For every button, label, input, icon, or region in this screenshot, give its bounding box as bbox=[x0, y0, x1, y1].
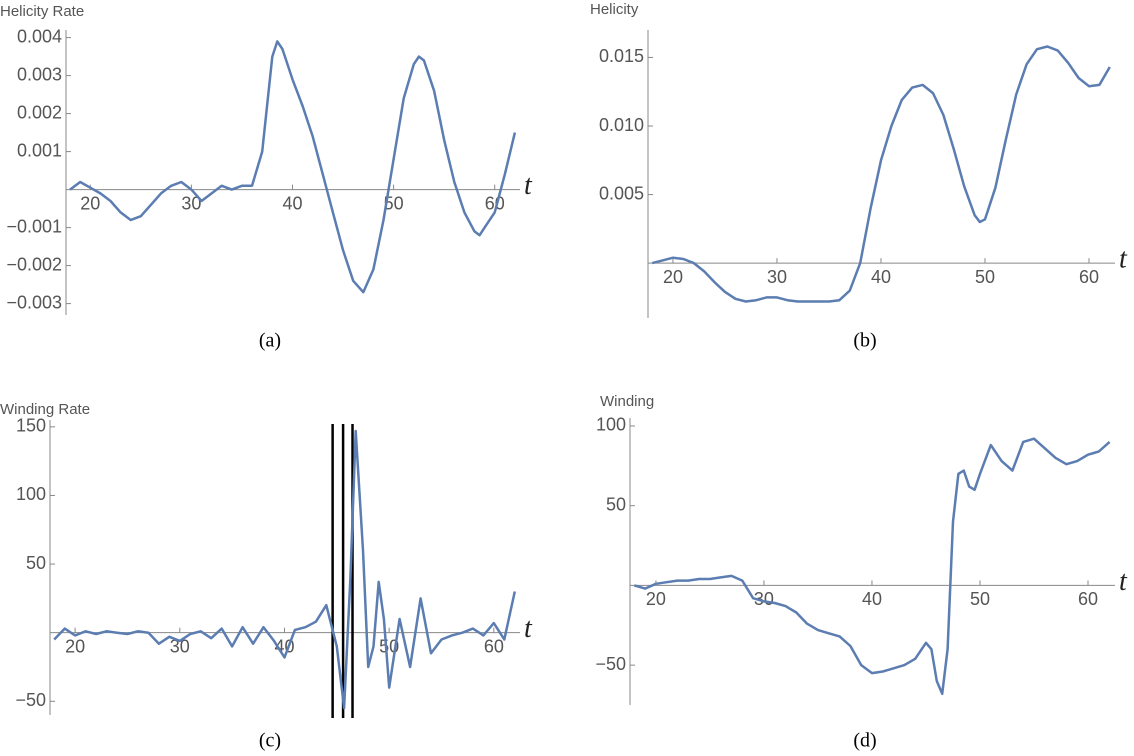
x-tick-label: 20 bbox=[80, 193, 100, 213]
x-tick-label: 50 bbox=[975, 267, 995, 287]
caption: (d) bbox=[853, 730, 876, 752]
y-tick-label: −0.001 bbox=[6, 216, 62, 236]
y-tick-label: 100 bbox=[596, 415, 626, 435]
x-tick-label: 20 bbox=[65, 636, 85, 656]
x-tick-label: 40 bbox=[871, 267, 891, 287]
y-axis-title: Winding bbox=[600, 393, 654, 410]
y-tick-label: 50 bbox=[26, 553, 46, 573]
y-axis-title: Helicity Rate bbox=[0, 3, 84, 20]
x-tick-label: 20 bbox=[663, 267, 683, 287]
x-tick-label: 20 bbox=[646, 589, 666, 609]
data-line bbox=[651, 45, 1111, 303]
caption: (b) bbox=[853, 330, 876, 352]
data-line bbox=[633, 437, 1111, 696]
x-axis-title: t bbox=[1119, 566, 1128, 597]
y-tick-label: −0.002 bbox=[6, 254, 62, 274]
y-tick-label: −0.003 bbox=[6, 292, 62, 312]
x-tick-label: 30 bbox=[754, 589, 774, 609]
x-axis-title: t bbox=[1119, 244, 1128, 275]
data-line bbox=[69, 40, 517, 294]
x-tick-label: 60 bbox=[1079, 267, 1099, 287]
y-tick-label: 0.002 bbox=[17, 102, 62, 122]
y-tick-label: 50 bbox=[606, 494, 626, 514]
x-tick-label: 30 bbox=[181, 193, 201, 213]
x-tick-label: 50 bbox=[970, 589, 990, 609]
x-tick-label: 60 bbox=[485, 193, 505, 213]
data-line bbox=[53, 429, 517, 710]
y-tick-label: −50 bbox=[15, 690, 46, 710]
y-axis-title: Winding Rate bbox=[0, 401, 90, 418]
y-axis-title: Helicity bbox=[590, 1, 639, 18]
x-tick-label: 60 bbox=[1078, 589, 1098, 609]
x-tick-label: 50 bbox=[384, 193, 404, 213]
caption: (c) bbox=[259, 730, 281, 752]
y-tick-label: 0.005 bbox=[599, 183, 644, 203]
y-tick-label: 0.001 bbox=[17, 140, 62, 160]
x-tick-label: 30 bbox=[767, 267, 787, 287]
y-tick-label: 0.010 bbox=[599, 115, 644, 135]
x-tick-label: 60 bbox=[484, 636, 504, 656]
y-tick-label: 100 bbox=[16, 484, 46, 504]
y-tick-label: 0.015 bbox=[599, 46, 644, 66]
y-tick-label: 0.003 bbox=[17, 64, 62, 84]
y-tick-label: 0.004 bbox=[17, 26, 62, 46]
x-tick-label: 30 bbox=[170, 636, 190, 656]
y-tick-label: 150 bbox=[16, 416, 46, 436]
y-tick-label: −50 bbox=[595, 654, 626, 674]
x-tick-label: 40 bbox=[862, 589, 882, 609]
x-axis-title: t bbox=[524, 170, 533, 201]
caption: (a) bbox=[259, 330, 281, 352]
x-axis-title: t bbox=[524, 613, 533, 644]
x-tick-label: 40 bbox=[282, 193, 302, 213]
